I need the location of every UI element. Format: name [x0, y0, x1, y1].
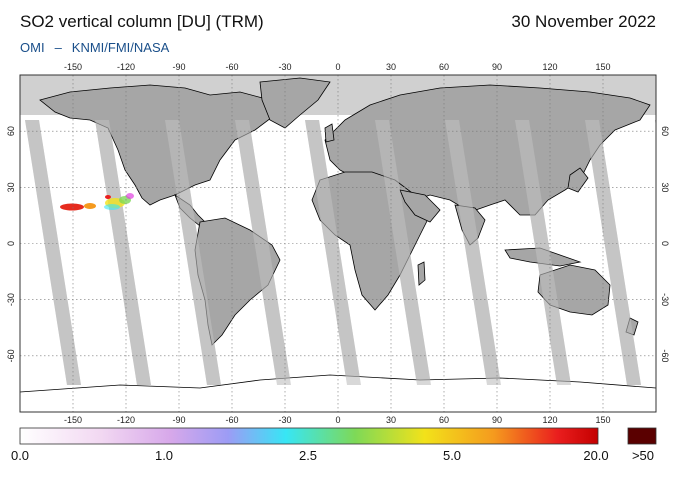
land-gap-band-2: [165, 120, 221, 385]
land-uk: [324, 123, 335, 143]
lon-tick-top-0: -150: [64, 62, 82, 72]
map-canvas: [20, 75, 656, 412]
so2-plume: [60, 193, 134, 211]
lat-tick-right-4: -60: [660, 349, 670, 362]
plume-magenta: [126, 193, 134, 199]
land-greenland: [259, 77, 331, 129]
plume-cyan: [104, 204, 120, 210]
lon-tick-bottom-8: 90: [492, 415, 502, 425]
land-gap-band-0: [25, 120, 81, 385]
colorbar-label-2: 2.5: [298, 448, 318, 463]
lat-tick-left-4: -60: [6, 349, 16, 362]
lat-ticks-right: 60 30 0 -30 -60: [660, 126, 670, 362]
lon-tick-bottom-2: -90: [172, 415, 185, 425]
land-madagascar: [417, 261, 426, 286]
lat-tick-left-0: 60: [6, 126, 16, 136]
land-gap-band-3: [235, 120, 291, 385]
colorbar-overflow: [627, 427, 657, 445]
lon-tick-bottom-9: 120: [542, 415, 557, 425]
colorbar-label-3: 5.0: [442, 448, 462, 463]
colorbar-label-4: 20.0: [583, 448, 609, 463]
lon-tick-top-9: 120: [542, 62, 557, 72]
lon-tick-top-4: -30: [278, 62, 291, 72]
gap-band-9: [655, 120, 656, 127]
lat-tick-left-1: 30: [6, 182, 16, 192]
lat-tick-left-2: 0: [6, 241, 16, 246]
lat-ticks-left: 60 30 0 -30 -60: [6, 126, 16, 362]
plume-red: [60, 203, 84, 211]
land-gap-band-7: [515, 120, 571, 385]
lon-tick-bottom-5: 0: [335, 415, 340, 425]
lat-tick-left-3: -30: [6, 293, 16, 306]
lat-tick-right-1: 30: [660, 182, 670, 192]
lon-tick-bottom-0: -150: [64, 415, 82, 425]
colorbar-label-0: 0.0: [10, 448, 30, 463]
colorbar-label-1: 1.0: [154, 448, 174, 463]
map-date: 30 November 2022: [511, 12, 656, 31]
lon-ticks-bottom: -150 -120 -90 -60 -30 0 30 60 90 120 150: [64, 415, 611, 425]
lon-ticks-top: -150 -120 -90 -60 -30 0 30 60 90 120 150: [64, 62, 611, 72]
credit-instrument: OMI: [20, 40, 45, 55]
graticule: [20, 75, 656, 412]
lon-tick-top-10: 150: [595, 62, 610, 72]
lon-tick-top-1: -120: [117, 62, 135, 72]
lon-tick-top-7: 60: [439, 62, 449, 72]
lat-tick-right-2: 0: [660, 241, 670, 246]
lon-tick-bottom-1: -120: [117, 415, 135, 425]
lon-tick-top-3: -60: [225, 62, 238, 72]
land-japan: [567, 167, 589, 193]
credit-agencies: KNMI/FMI/NASA: [71, 40, 170, 55]
map-frame: [19, 74, 657, 413]
plume-orange: [84, 203, 96, 209]
credit-line: OMI – KNMI/FMI/NASA: [20, 40, 169, 55]
colorbar-gradient: [19, 427, 599, 445]
land-gap-band-6: [445, 120, 501, 385]
lon-tick-bottom-10: 150: [595, 415, 610, 425]
lon-tick-top-6: 30: [386, 62, 396, 72]
land-gap-band-1: [95, 120, 151, 385]
lon-tick-top-2: -90: [172, 62, 185, 72]
land-arabia: [399, 189, 441, 223]
lat-tick-right-0: 60: [660, 126, 670, 136]
lon-tick-top-5: 0: [335, 62, 340, 72]
land-gap-band-8: [585, 120, 641, 385]
lon-tick-bottom-6: 30: [386, 415, 396, 425]
land-gap-band-9: [655, 120, 656, 127]
plume-red-small: [105, 195, 111, 199]
land-gap-bands: [25, 120, 656, 385]
lon-tick-bottom-7: 60: [439, 415, 449, 425]
map-title: SO2 vertical column [DU] (TRM): [20, 12, 264, 31]
land-gap-band-4: [305, 120, 361, 385]
lon-tick-bottom-3: -60: [225, 415, 238, 425]
lon-tick-top-8: 90: [492, 62, 502, 72]
land-gap-band-5: [375, 120, 431, 385]
colorbar-label-5: >50: [631, 448, 655, 463]
lat-tick-right-3: -30: [660, 293, 670, 306]
lon-tick-bottom-4: -30: [278, 415, 291, 425]
credit-separator: –: [54, 40, 62, 55]
